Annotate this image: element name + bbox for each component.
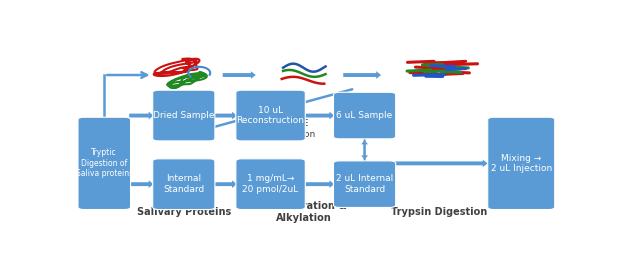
FancyBboxPatch shape [488,117,555,210]
Text: Salivary Proteins: Salivary Proteins [137,207,231,217]
Text: Tryptic
Digestion of
Saliva proteins: Tryptic Digestion of Saliva proteins [76,148,133,178]
Text: C18 SPE
Purification: C18 SPE Purification [264,119,315,139]
FancyBboxPatch shape [153,90,215,141]
Text: 2 uL Internal
Standard: 2 uL Internal Standard [336,174,393,194]
Text: 1 mg/mL→
20 pmol/2uL: 1 mg/mL→ 20 pmol/2uL [243,174,299,194]
FancyBboxPatch shape [333,92,396,139]
FancyBboxPatch shape [78,117,131,210]
FancyBboxPatch shape [236,159,305,210]
FancyBboxPatch shape [153,159,215,210]
Text: Denaturation &
Alkylation: Denaturation & Alkylation [262,201,346,223]
Text: 10 uL
Reconstruction: 10 uL Reconstruction [236,106,305,125]
FancyBboxPatch shape [236,90,305,141]
Text: Mixing →
2 uL Injection: Mixing → 2 uL Injection [491,154,552,173]
Text: Internal
Standard: Internal Standard [163,174,205,194]
Text: Dried Sample: Dried Sample [153,111,215,120]
Text: 6 uL Sample: 6 uL Sample [337,111,392,120]
Text: Trypsin Digestion: Trypsin Digestion [391,207,488,217]
FancyBboxPatch shape [333,161,396,207]
